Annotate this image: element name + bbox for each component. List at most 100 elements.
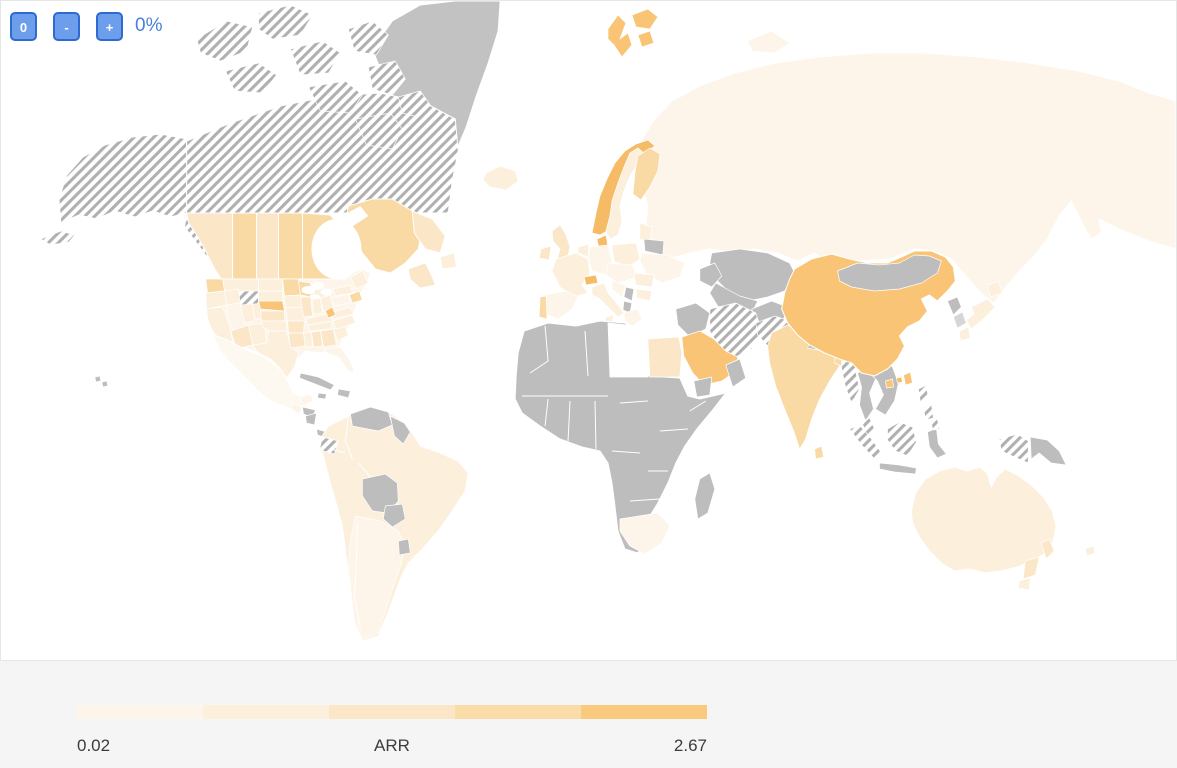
region-tasmania[interactable] — [1017, 577, 1031, 591]
region-yucatan[interactable] — [300, 393, 314, 406]
region-argentina-chile[interactable] — [348, 515, 406, 640]
region-arctic-island[interactable] — [196, 20, 253, 62]
region-borneo[interactable] — [887, 421, 917, 457]
region-jamaica[interactable] — [317, 392, 327, 400]
region-aleutian-islands[interactable] — [40, 230, 76, 246]
region-us-state[interactable] — [332, 314, 356, 330]
region-south-korea[interactable] — [953, 311, 967, 329]
region-ireland[interactable] — [538, 245, 552, 261]
region-sulawesi[interactable] — [927, 427, 947, 459]
region-arctic-island[interactable] — [308, 80, 363, 114]
region-us-state[interactable] — [258, 278, 283, 292]
region-iceland[interactable] — [482, 165, 519, 191]
region-us-state[interactable] — [252, 330, 299, 379]
region-greece[interactable] — [623, 308, 643, 328]
region-south-africa[interactable] — [619, 512, 671, 555]
region-us-state[interactable] — [311, 330, 323, 348]
region-japan[interactable] — [959, 326, 971, 342]
region-belarus[interactable] — [643, 238, 665, 256]
region-new-zealand[interactable] — [1022, 556, 1040, 580]
region-hong-kong[interactable] — [896, 376, 903, 384]
region-arctic-island[interactable] — [258, 4, 313, 40]
region-france[interactable] — [551, 252, 591, 298]
region-arctic-island[interactable] — [397, 90, 431, 118]
region-japan[interactable] — [986, 280, 1003, 298]
region-canada-bc[interactable] — [186, 212, 234, 282]
region-russia[interactable] — [641, 52, 1176, 304]
region-iraq-syria[interactable] — [675, 302, 711, 338]
region-arctic-island[interactable] — [348, 20, 389, 56]
region-venezuela[interactable] — [350, 406, 393, 432]
zoom-in-button[interactable]: + — [96, 12, 123, 41]
region-nicaragua[interactable] — [305, 412, 317, 426]
region-australia[interactable] — [910, 466, 1057, 574]
region-serbia[interactable] — [623, 286, 635, 302]
region-mongolia[interactable] — [837, 254, 942, 292]
region-sicily[interactable] — [604, 314, 615, 323]
region-caucasus[interactable] — [699, 262, 723, 288]
region-paraguay[interactable] — [382, 503, 406, 528]
region-svalbard[interactable] — [607, 14, 633, 58]
region-us-state[interactable] — [333, 284, 353, 297]
region-hispaniola[interactable] — [337, 388, 351, 399]
region-alaska[interactable] — [58, 133, 188, 224]
region-us-state[interactable] — [222, 278, 259, 292]
region-hawaii[interactable] — [101, 380, 109, 388]
region-canada-newfoundland[interactable] — [439, 252, 457, 270]
region-libya[interactable] — [607, 322, 649, 378]
region-arctic-island[interactable] — [225, 62, 277, 94]
region-taiwan[interactable] — [903, 371, 913, 386]
region-madagascar[interactable] — [694, 472, 716, 520]
region-north-korea[interactable] — [947, 296, 962, 316]
region-spain[interactable] — [541, 290, 579, 320]
region-italy[interactable] — [591, 282, 625, 318]
region-philippines[interactable] — [931, 418, 940, 431]
zoom-out-button[interactable]: - — [53, 12, 80, 41]
region-central-europe[interactable] — [605, 262, 639, 284]
region-us-state[interactable] — [285, 306, 306, 322]
region-japan[interactable] — [966, 298, 996, 330]
region-benelux[interactable] — [577, 243, 590, 258]
region-canada-ab[interactable] — [232, 212, 258, 282]
region-west-papua[interactable] — [998, 433, 1029, 464]
region-us-state[interactable] — [303, 331, 313, 348]
region-philippines[interactable] — [918, 384, 929, 404]
region-arctic-island[interactable] — [290, 40, 341, 76]
region-us-state[interactable] — [349, 290, 363, 304]
region-us-state[interactable] — [284, 294, 303, 309]
region-us-state[interactable] — [288, 332, 306, 349]
region-hawaii[interactable] — [94, 375, 102, 383]
zoom-reset-button[interactable]: 0 — [10, 12, 37, 41]
region-sumatra[interactable] — [849, 424, 882, 460]
region-us-state[interactable] — [323, 346, 355, 374]
region-us-state[interactable] — [260, 310, 285, 322]
region-guyanas[interactable] — [389, 415, 411, 445]
region-papua-new-guinea[interactable] — [1029, 436, 1067, 466]
region-us-state[interactable] — [308, 320, 333, 332]
region-us-state[interactable] — [287, 320, 305, 334]
region-romania[interactable] — [633, 272, 655, 288]
region-novaya-zemlya[interactable] — [747, 30, 791, 54]
region-balkans[interactable] — [611, 280, 627, 298]
region-us-state[interactable] — [320, 328, 337, 348]
region-oman[interactable] — [725, 358, 747, 388]
region-us-state[interactable] — [350, 270, 369, 290]
region-canada-sk[interactable] — [256, 212, 280, 282]
world-map[interactable] — [1, 1, 1176, 660]
region-svalbard[interactable] — [637, 30, 655, 48]
region-uruguay[interactable] — [397, 538, 411, 556]
region-philippines[interactable] — [923, 403, 934, 421]
region-us-state[interactable] — [240, 303, 255, 324]
region-canada-mb[interactable] — [278, 212, 303, 282]
region-us-state-nebraska[interactable] — [258, 300, 285, 312]
region-yemen[interactable] — [693, 376, 713, 398]
region-us-state[interactable] — [224, 288, 241, 306]
region-finland[interactable] — [632, 147, 661, 201]
region-us-state[interactable] — [282, 278, 301, 297]
region-new-zealand[interactable] — [1040, 538, 1055, 560]
region-arctic-island[interactable] — [368, 60, 406, 96]
region-java[interactable] — [879, 462, 917, 475]
region-us-state-west-virginia[interactable] — [325, 306, 336, 319]
region-us-state[interactable] — [300, 296, 313, 318]
region-portugal[interactable] — [538, 295, 548, 320]
